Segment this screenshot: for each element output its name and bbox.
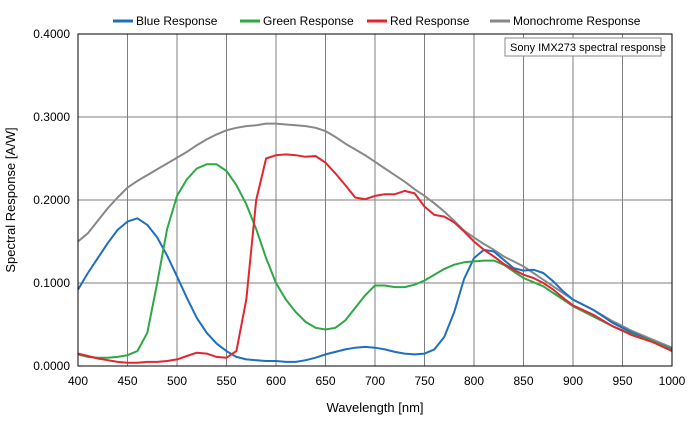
y-axis-title: Spectral Response [A/W] <box>3 127 18 272</box>
x-tick-label: 550 <box>216 374 236 388</box>
x-tick-labels: 400 450 500 550 600 650 700 750 800 850 900 950 1000 <box>68 374 686 388</box>
legend-label: Green Response <box>263 14 354 28</box>
annotation-box: Sony IMX273 spectral response <box>504 37 666 57</box>
legend-label: Blue Response <box>136 14 218 28</box>
x-tick-label: 600 <box>266 374 286 388</box>
y-tick-label: 0.0000 <box>33 359 70 373</box>
y-tick-label: 0.4000 <box>33 27 70 41</box>
x-axis-title: Wavelength [nm] <box>326 400 423 415</box>
y-tick-labels: 0.0000 0.1000 0.2000 0.3000 0.4000 <box>33 27 70 373</box>
x-tick-label: 1000 <box>659 374 686 388</box>
x-tick-label: 950 <box>612 374 632 388</box>
x-tick-label: 400 <box>68 374 88 388</box>
x-tick-label: 900 <box>563 374 583 388</box>
x-tick-label: 750 <box>414 374 434 388</box>
x-tick-label: 800 <box>464 374 484 388</box>
legend-label: Red Response <box>390 14 470 28</box>
x-tick-label: 450 <box>117 374 137 388</box>
x-tick-label: 850 <box>513 374 533 388</box>
y-tick-label: 0.2000 <box>33 193 70 207</box>
series-lines <box>77 122 673 364</box>
x-tick-label: 500 <box>167 374 187 388</box>
annotation-text: Sony IMX273 spectral response <box>510 42 666 54</box>
series-line-red-response <box>77 153 673 364</box>
series-line-green-response <box>77 163 673 359</box>
plot-frame <box>77 33 673 367</box>
legend-label: Monochrome Response <box>513 14 641 28</box>
x-tick-label: 700 <box>365 374 385 388</box>
legend: Blue Response Green Response Red Response M… <box>113 14 641 28</box>
annotation-frame <box>504 37 662 57</box>
series-line-monochrome-response <box>77 122 673 349</box>
series-line-blue-response <box>77 217 673 363</box>
y-tick-label: 0.3000 <box>33 110 70 124</box>
x-tick-label: 650 <box>315 374 335 388</box>
y-tick-label: 0.1000 <box>33 276 70 290</box>
